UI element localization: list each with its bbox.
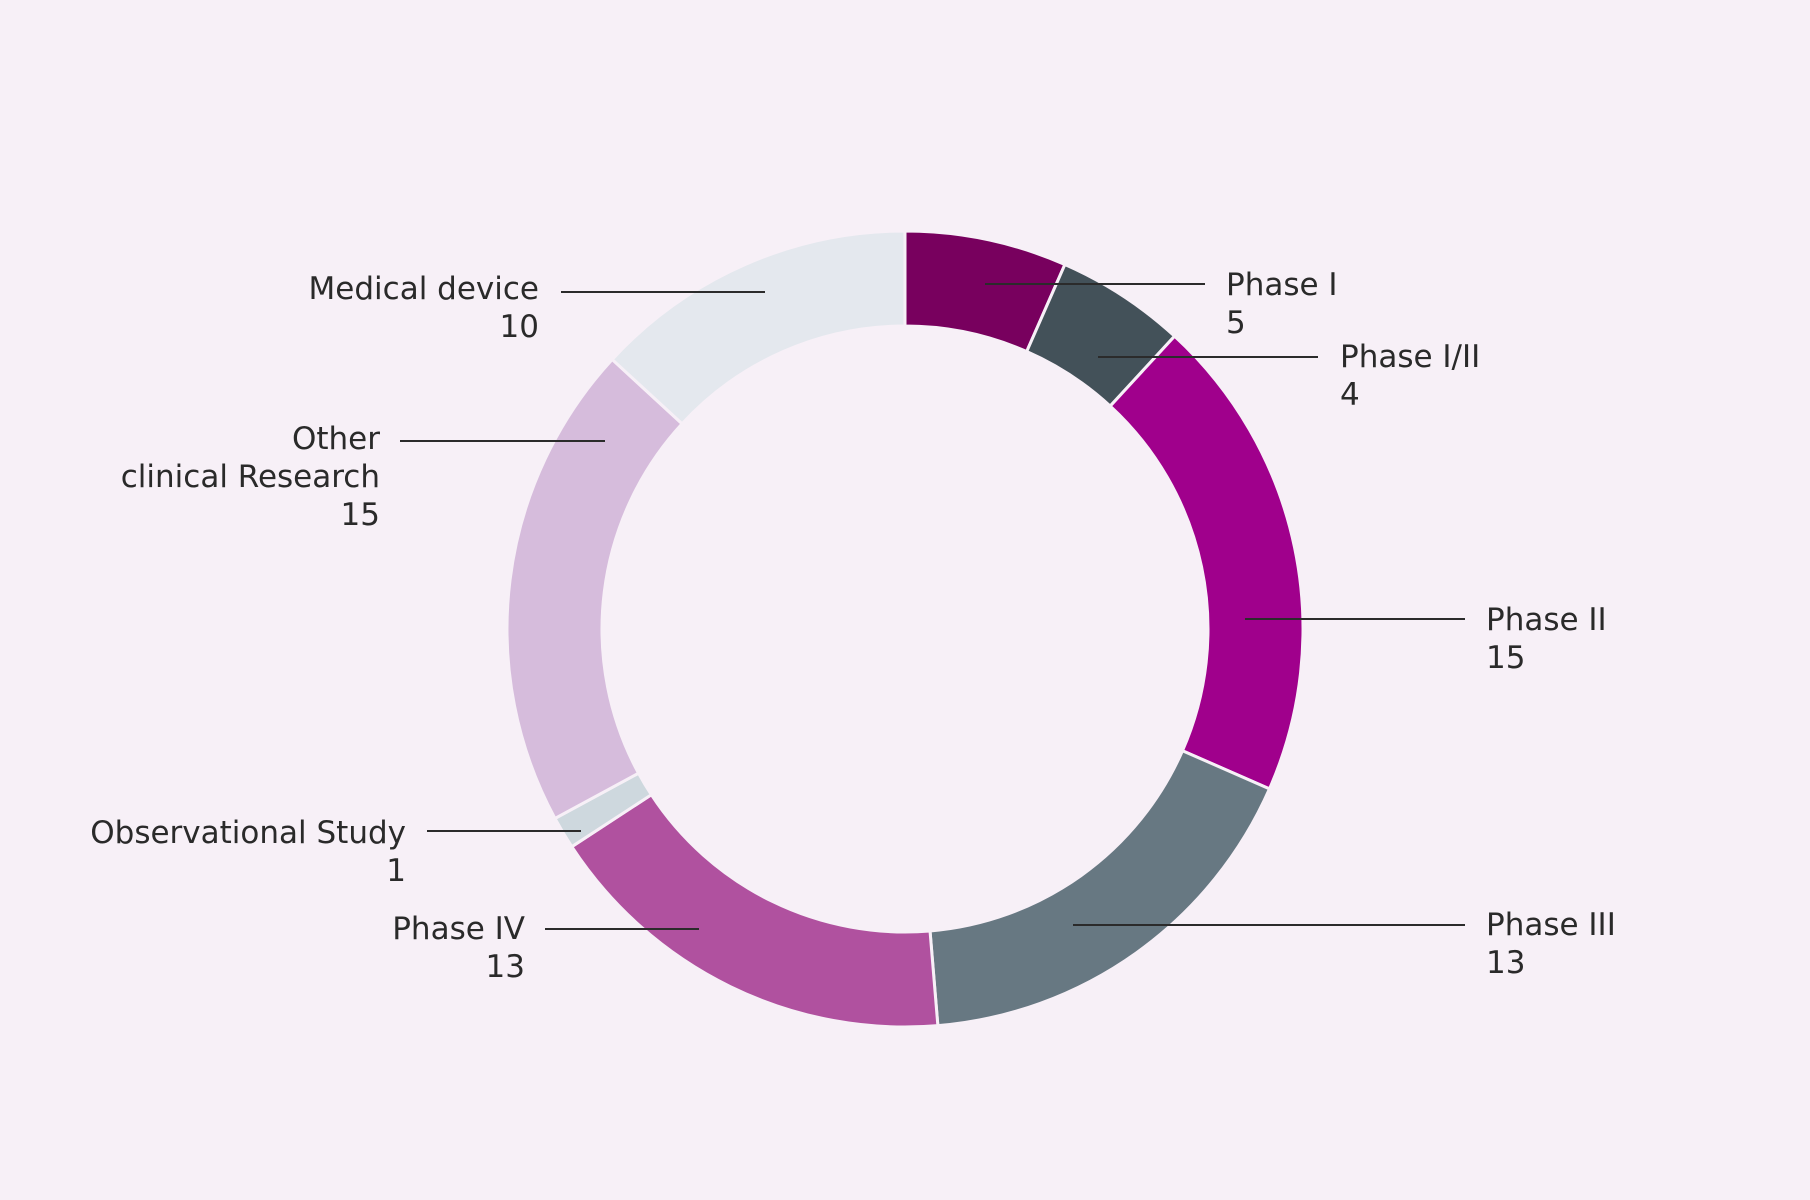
- slice-phase-ii: [1108, 334, 1305, 791]
- label-name-phase-iii: Phase III: [1486, 907, 1616, 943]
- label-name-medical-device: Medical device: [309, 271, 539, 307]
- label-name-other-clinical-research-line-2: clinical Research: [121, 459, 380, 495]
- label-name-phase-ii: Phase II: [1486, 602, 1607, 638]
- label-value-phase-iv: 13: [486, 949, 525, 985]
- label-value-phase-iii: 13: [1486, 945, 1525, 981]
- label-value-phase-i-ii: 4: [1340, 377, 1360, 413]
- slices-group: [505, 229, 1305, 1029]
- slice-phase-iv: [569, 792, 940, 1029]
- label-name-observational-study: Observational Study: [90, 815, 406, 851]
- label-value-other-clinical-research: 15: [341, 497, 380, 533]
- slice-medical-device: [610, 229, 907, 426]
- label-name-other-clinical-research-line-1: Other: [292, 421, 380, 457]
- label-name-phase-i: Phase I: [1226, 267, 1338, 303]
- slice-phase-iii: [928, 748, 1272, 1028]
- label-value-phase-ii: 15: [1486, 640, 1525, 676]
- slice-other-clinical-research: [505, 357, 685, 821]
- label-value-phase-i: 5: [1226, 305, 1246, 341]
- label-name-phase-iv: Phase IV: [392, 911, 525, 947]
- label-value-observational-study: 1: [386, 853, 406, 889]
- label-value-medical-device: 10: [500, 309, 539, 345]
- leader-lines-group: [400, 283, 1465, 930]
- label-name-phase-i-ii: Phase I/II: [1340, 339, 1480, 375]
